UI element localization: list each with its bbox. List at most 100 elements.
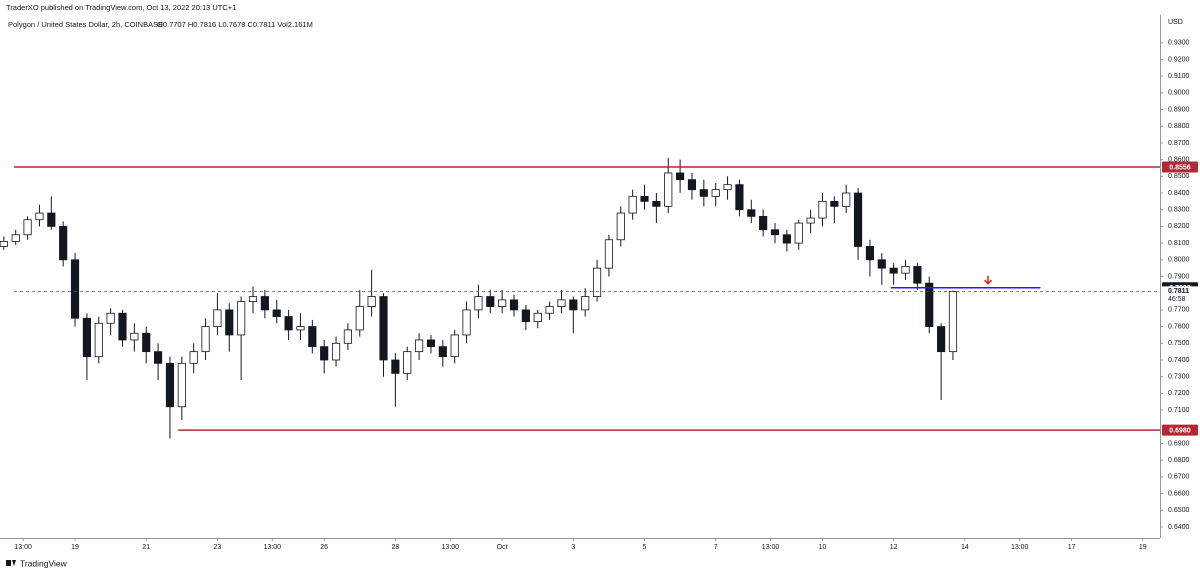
candle-body: [11, 234, 20, 242]
candle: [70, 253, 80, 327]
candle: [533, 309, 542, 329]
candle-body: [23, 219, 32, 236]
candle: [355, 289, 364, 337]
candle-body: [581, 296, 590, 311]
candle: [177, 356, 186, 421]
candle: [11, 229, 20, 245]
x-tick-label: 13:00: [14, 544, 32, 551]
candle: [474, 284, 483, 319]
candle: [616, 206, 625, 247]
candle: [830, 196, 839, 224]
candle: [794, 219, 803, 250]
candle: [403, 346, 412, 381]
x-tick-label: 19: [1139, 544, 1147, 551]
candle-body: [877, 259, 886, 269]
published-note: TraderXO published on TradingView.com, O…: [6, 3, 236, 12]
candle-body: [154, 351, 163, 364]
candle-body: [355, 306, 364, 331]
candle: [806, 209, 815, 234]
candle-body: [106, 312, 115, 324]
y-tick-label: 0.6500: [1168, 507, 1190, 514]
candle-body: [782, 234, 791, 244]
candle-body: [925, 282, 934, 327]
price-label: 0.6980: [1169, 427, 1191, 434]
y-tick-label: 0.9300: [1168, 40, 1190, 47]
countdown: 46:58: [1168, 296, 1186, 303]
candle: [652, 193, 661, 224]
candle: [118, 309, 127, 347]
candle: [723, 176, 732, 200]
x-tick-label: 23: [214, 544, 222, 551]
candle-body: [367, 296, 376, 307]
candle-body: [438, 346, 447, 358]
sell-arrow: [984, 275, 993, 285]
candle-body: [379, 296, 388, 361]
candle-body: [509, 299, 519, 311]
candle-body: [676, 172, 685, 181]
x-tick-label: 13:00: [441, 544, 459, 551]
currency: USD: [1168, 19, 1183, 26]
x-tick-label: 10: [819, 544, 827, 551]
candle-body: [284, 316, 293, 331]
logo-part: [6, 560, 11, 566]
candle-body: [391, 359, 400, 374]
candle: [545, 301, 554, 320]
candle-body: [165, 362, 175, 408]
candle: [296, 313, 305, 340]
candle: [877, 253, 886, 285]
price-label-box: [1162, 161, 1198, 173]
candle-body: [70, 259, 80, 319]
y-tick-label: 0.6700: [1168, 474, 1190, 481]
candle-body: [343, 329, 352, 344]
y-tick-label: 0.7900: [1168, 273, 1190, 280]
x-tick-label: 17: [1068, 544, 1076, 551]
candle-body: [592, 267, 602, 297]
candle-body: [604, 239, 613, 269]
candle: [782, 229, 791, 252]
candle: [687, 172, 697, 200]
ohlc-legend: O0.7707 H0.7816 L0.7678 C0.7811 Vol2.161…: [157, 20, 313, 29]
candle-body: [865, 246, 875, 261]
candle-body: [225, 309, 234, 336]
x-tick-label: 21: [142, 544, 150, 551]
candle-body: [260, 296, 269, 311]
candle: [450, 329, 459, 364]
candle-body: [189, 351, 198, 364]
candle-body: [237, 301, 246, 336]
candle-body: [557, 299, 566, 307]
candle: [913, 263, 922, 290]
candle: [853, 187, 863, 260]
candle-body: [770, 229, 780, 236]
candle-body: [59, 226, 68, 261]
candle: [937, 323, 946, 401]
candle-body: [0, 241, 8, 247]
candle: [165, 356, 175, 439]
candle-body: [640, 195, 649, 202]
candle: [581, 288, 590, 317]
candle-body: [913, 266, 922, 284]
candle-body: [735, 184, 744, 211]
candle: [106, 308, 115, 335]
price-label: 0.7811: [1168, 288, 1189, 295]
candle-body: [320, 346, 329, 361]
symbol-title: Polygon / United States Dollar, 2h, COIN…: [8, 20, 163, 29]
candle-body: [462, 309, 471, 336]
candle: [901, 259, 910, 280]
candle-body: [403, 351, 412, 374]
candle-body: [889, 267, 898, 274]
candle: [865, 239, 875, 277]
candle: [770, 223, 780, 244]
candle-body: [118, 312, 127, 341]
candle-body: [818, 200, 827, 219]
candle-body: [308, 326, 317, 348]
y-tick-label: 0.7300: [1168, 374, 1190, 381]
candle-body: [450, 334, 459, 358]
x-tick-label: 13:00: [1011, 544, 1029, 551]
candle: [462, 301, 471, 344]
candle-body: [177, 362, 186, 408]
candle-body: [711, 189, 720, 197]
brand-logo: TradingView: [6, 558, 68, 568]
candle-body: [47, 212, 56, 227]
y-tick-label: 0.8000: [1168, 257, 1190, 264]
